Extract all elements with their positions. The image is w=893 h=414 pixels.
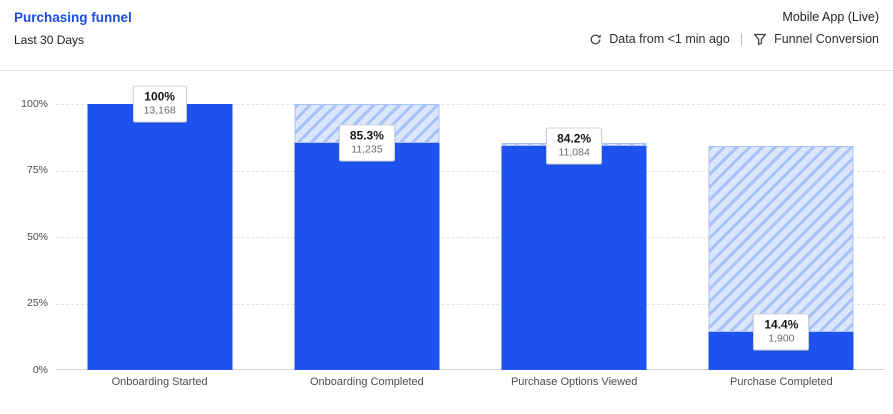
bar-solid[interactable] <box>87 104 233 370</box>
category-label: Onboarding Completed <box>310 376 424 388</box>
badge-count: 11,235 <box>351 143 383 156</box>
y-axis-tick-50: 50% <box>26 231 48 243</box>
badge-count: 1,900 <box>768 332 795 345</box>
value-badge: 85.3% 11,235 <box>338 124 395 162</box>
value-badge: 84.2% 11,084 <box>546 127 603 165</box>
date-range-label: Last 30 Days <box>14 33 85 47</box>
header-left: Purchasing funnel Last 30 Days <box>14 10 132 47</box>
y-axis-tick-25: 25% <box>26 297 48 309</box>
chart-title-link[interactable]: Purchasing funnel <box>14 10 132 25</box>
bar-solid[interactable] <box>501 146 647 370</box>
category-label: Purchase Options Viewed <box>510 376 638 388</box>
x-axis-category-labels: Onboarding Started Onboarding Completed … <box>56 376 885 388</box>
funnel-bar-onboarding-started[interactable]: 100% 13,168 <box>56 85 263 370</box>
funnel-bar-purchase-completed[interactable]: 14.4% 1,900 <box>678 104 885 370</box>
header-right: Mobile App (Live) Data from <1 min ago |… <box>589 10 879 46</box>
bar-dropoff-hatch <box>708 146 854 332</box>
gridline-25 <box>56 303 885 305</box>
badge-count: 13,168 <box>143 104 176 117</box>
plot-area: 100% 13,168 85.3% 11,235 8 <box>56 85 885 370</box>
badge-count: 11,084 <box>558 146 590 159</box>
bars-container: 100% 13,168 85.3% 11,235 8 <box>56 85 885 370</box>
funnel-chart: 100% 75% 50% 25% 0% 100% 13,168 <box>0 70 893 414</box>
view-mode-label[interactable]: Funnel Conversion <box>774 32 879 46</box>
y-axis-tick-100: 100% <box>21 98 48 110</box>
refresh-icon[interactable] <box>589 33 602 46</box>
gridline-50 <box>56 237 885 238</box>
funnel-icon <box>753 32 767 46</box>
badge-percent: 85.3% <box>349 128 384 143</box>
y-axis-tick-0: 0% <box>32 364 48 376</box>
badge-percent: 84.2% <box>557 131 592 146</box>
data-freshness-label: Data from <1 min ago <box>609 32 730 46</box>
data-source-label: Mobile App (Live) <box>782 10 879 24</box>
header-meta-row: Data from <1 min ago | Funnel Conversion <box>589 32 879 46</box>
funnel-bar-purchase-options-viewed[interactable]: 84.2% 11,084 <box>471 104 678 370</box>
gridline-75 <box>56 170 885 172</box>
gridline-100 <box>56 104 885 105</box>
panel-header: Purchasing funnel Last 30 Days Mobile Ap… <box>0 0 893 70</box>
value-badge: 100% 13,168 <box>132 85 187 123</box>
value-badge: 14.4% 1,900 <box>753 313 810 351</box>
x-axis-baseline <box>56 369 885 370</box>
funnel-bar-onboarding-completed[interactable]: 85.3% 11,235 <box>263 104 470 370</box>
badge-percent: 14.4% <box>764 317 799 332</box>
category-label: Purchase Completed <box>730 376 833 388</box>
y-axis-tick-75: 75% <box>26 164 48 176</box>
separator: | <box>739 32 744 46</box>
category-label: Onboarding Started <box>111 376 208 388</box>
header-divider <box>0 70 893 71</box>
bar-solid[interactable] <box>294 143 440 370</box>
badge-percent: 100% <box>144 89 175 104</box>
